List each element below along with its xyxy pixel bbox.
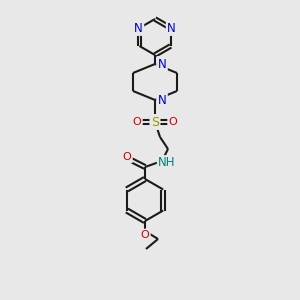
Text: N: N: [167, 22, 176, 34]
Text: NH: NH: [158, 157, 176, 169]
Text: O: O: [169, 117, 177, 127]
Text: S: S: [151, 116, 159, 128]
Text: N: N: [134, 22, 143, 34]
Text: O: O: [141, 230, 149, 240]
Text: O: O: [123, 152, 131, 162]
Text: N: N: [158, 94, 166, 106]
Text: N: N: [158, 58, 166, 70]
Text: O: O: [133, 117, 141, 127]
